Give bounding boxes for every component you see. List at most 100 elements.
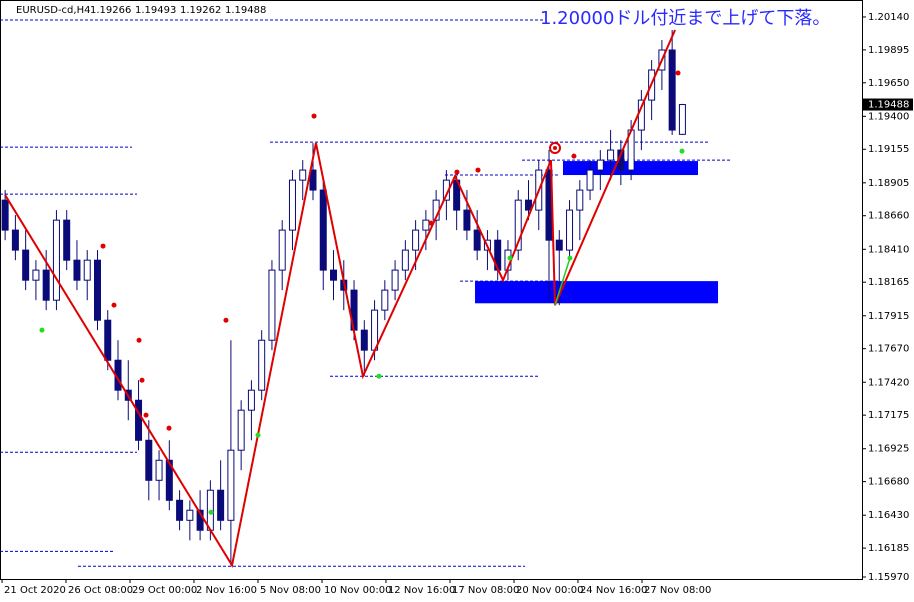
x-tick-label: 26 Oct 08:00 xyxy=(68,585,133,596)
candle-body xyxy=(186,509,194,521)
header-high: 1.19493 xyxy=(135,5,176,16)
candle-body xyxy=(319,189,327,271)
candle-body xyxy=(596,159,604,171)
x-tick-label: 10 Nov 00:00 xyxy=(324,585,391,596)
fractal-dot xyxy=(208,509,214,515)
candle-body xyxy=(104,319,112,361)
candle-body xyxy=(42,269,50,301)
y-tick-label: 1.18660 xyxy=(868,211,909,222)
x-tick-label: 24 Nov 16:00 xyxy=(580,585,647,596)
y-tick-label: 1.16185 xyxy=(868,543,909,554)
candle-body xyxy=(555,239,563,251)
candle-body xyxy=(309,169,317,191)
candle-body xyxy=(176,499,184,521)
fractal-dot xyxy=(139,377,145,383)
price-label: 1.19488 xyxy=(868,100,909,111)
y-tick-label: 1.17420 xyxy=(868,377,909,388)
candle-body xyxy=(401,249,409,271)
y-tick-label: 1.18410 xyxy=(868,244,909,255)
x-tick-label: 27 Nov 08:00 xyxy=(644,585,711,596)
candle-body xyxy=(83,259,91,281)
x-tick-label: 5 Nov 08:00 xyxy=(260,585,321,596)
fractal-dot xyxy=(376,373,382,379)
candle-body xyxy=(73,259,81,281)
candle-body xyxy=(391,269,399,291)
candle-body xyxy=(278,229,286,271)
candle-body xyxy=(145,439,153,481)
x-tick-label: 21 Oct 2020 xyxy=(4,585,66,596)
fractal-dot xyxy=(166,425,172,431)
fractal-dot xyxy=(507,255,513,261)
y-tick-label: 1.19650 xyxy=(868,78,909,89)
candle-body xyxy=(1,199,9,231)
candle-body xyxy=(63,219,71,261)
symbol: EURUSD-cd,H4 xyxy=(16,5,90,16)
candle-body xyxy=(668,49,676,131)
candle-body xyxy=(237,409,245,451)
signal-marker xyxy=(549,142,561,154)
fractal-dot xyxy=(111,302,117,308)
header-close: 1.19488 xyxy=(225,5,266,16)
candle-body xyxy=(514,199,522,251)
candle-body xyxy=(524,199,532,211)
candle-body xyxy=(227,449,235,521)
candle-body xyxy=(135,399,143,441)
fractal-dot xyxy=(255,432,261,438)
candle-body xyxy=(586,169,594,191)
candle-body xyxy=(258,339,266,391)
x-tick-label: 20 Nov 00:00 xyxy=(516,585,583,596)
candle-body xyxy=(11,229,19,251)
y-tick-label: 1.20140 xyxy=(868,12,909,23)
candle-body xyxy=(566,209,574,251)
y-tick-label: 1.15970 xyxy=(868,572,909,583)
price-label-box xyxy=(863,98,913,111)
y-tick-label: 1.17915 xyxy=(868,311,909,322)
candle-body xyxy=(268,269,276,341)
zigzag-line xyxy=(4,29,676,569)
fractal-dot xyxy=(454,169,460,175)
candle-body xyxy=(473,229,481,251)
y-tick-label: 1.18165 xyxy=(868,277,909,288)
y-tick-label: 1.16680 xyxy=(868,477,909,488)
x-tick-label: 2 Nov 16:00 xyxy=(196,585,257,596)
x-tick-label: 12 Nov 16:00 xyxy=(388,585,455,596)
candle-body xyxy=(217,489,225,521)
candle-body xyxy=(463,209,471,231)
y-tick-label: 1.16925 xyxy=(868,444,909,455)
candle-body xyxy=(330,269,338,281)
fractal-dot xyxy=(679,148,685,154)
fractal-dot xyxy=(136,337,142,343)
signal-marker-center xyxy=(553,146,557,150)
fractal-dot xyxy=(675,70,681,76)
fractal-dot xyxy=(100,243,106,249)
y-tick-label: 1.19400 xyxy=(868,111,909,122)
candle-body xyxy=(381,289,389,311)
fractal-dot xyxy=(39,327,45,333)
candle-body xyxy=(678,104,686,135)
zigzag-extension xyxy=(554,257,571,306)
fractal-dot xyxy=(567,255,573,261)
candle-body xyxy=(32,269,40,281)
header-low: 1.19262 xyxy=(180,5,221,16)
annotation: 1.20000ドル付近まで上げて下落。 xyxy=(540,8,830,29)
fractal-dot xyxy=(311,113,317,119)
candle-body xyxy=(165,459,173,501)
candle-body xyxy=(299,169,307,181)
candle-body xyxy=(422,219,430,231)
candle-body xyxy=(155,459,163,481)
x-tick-label: 17 Nov 08:00 xyxy=(452,585,519,596)
fractal-dot xyxy=(571,153,577,159)
candle-body xyxy=(607,149,615,161)
candle-body xyxy=(52,219,60,301)
fractal-dot xyxy=(428,220,434,226)
x-tick-label: 29 Oct 00:00 xyxy=(132,585,197,596)
candle-body xyxy=(288,179,296,231)
candle-body xyxy=(360,329,368,351)
y-tick-label: 1.19155 xyxy=(868,144,909,155)
y-tick-label: 1.16430 xyxy=(868,510,909,521)
candle-body xyxy=(22,249,30,281)
candle-body xyxy=(196,509,204,531)
candle-body xyxy=(412,229,420,251)
